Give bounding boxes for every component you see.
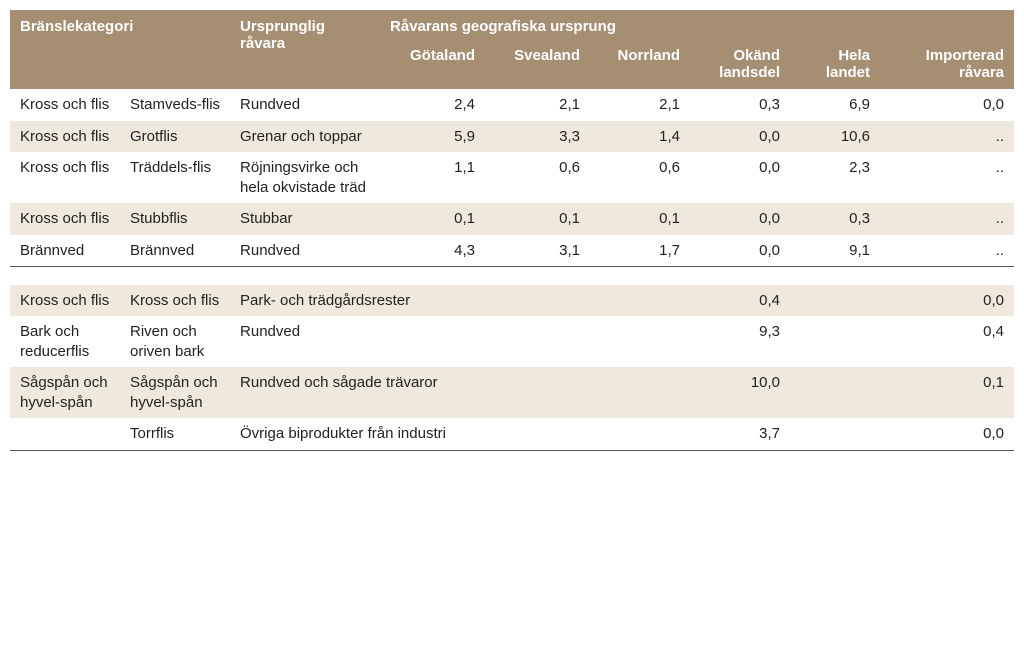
cell-hela bbox=[790, 285, 880, 317]
cell-råvara-wide: Rundved och sågade trävaror bbox=[230, 367, 690, 418]
cell-kategori-a: Kross och flis bbox=[10, 203, 120, 235]
table-body: Kross och flis Stamveds-flis Rundved 2,4… bbox=[10, 89, 1014, 450]
cell-råvara: Rundved bbox=[230, 89, 380, 121]
cell-svealand: 0,1 bbox=[485, 203, 590, 235]
cell-råvara: Rundved bbox=[230, 316, 380, 367]
cell-okänd: 0,4 bbox=[690, 285, 790, 317]
cell-hela: 10,6 bbox=[790, 121, 880, 153]
cell-råvara: Grenar och toppar bbox=[230, 121, 380, 153]
cell-okänd: 0,0 bbox=[690, 235, 790, 267]
cell-götaland bbox=[380, 316, 485, 367]
cell-hela: 9,1 bbox=[790, 235, 880, 267]
cell-okänd: 0,0 bbox=[690, 121, 790, 153]
cell-hela: 0,3 bbox=[790, 203, 880, 235]
table-row: Bark och reducerflis Riven och oriven ba… bbox=[10, 316, 1014, 367]
table-row: Kross och flis Kross och flis Park- och … bbox=[10, 285, 1014, 317]
cell-kategori-b: Grotflis bbox=[120, 121, 230, 153]
cell-götaland: 1,1 bbox=[380, 152, 485, 203]
cell-hela bbox=[790, 418, 880, 450]
cell-norrland: 0,1 bbox=[590, 203, 690, 235]
cell-götaland: 4,3 bbox=[380, 235, 485, 267]
cell-kategori-b: Kross och flis bbox=[120, 285, 230, 317]
cell-okänd: 0,3 bbox=[690, 89, 790, 121]
header-svealand: Svealand bbox=[485, 43, 590, 89]
cell-import: 0,0 bbox=[880, 89, 1014, 121]
cell-hela bbox=[790, 316, 880, 367]
cell-kategori-a: Brännved bbox=[10, 235, 120, 267]
table-row: Brännved Brännved Rundved 4,3 3,1 1,7 0,… bbox=[10, 235, 1014, 267]
cell-okänd: 0,0 bbox=[690, 203, 790, 235]
table-row: Sågspån och hyvel-spån Sågspån och hyvel… bbox=[10, 367, 1014, 418]
cell-svealand bbox=[485, 316, 590, 367]
cell-kategori-a: Kross och flis bbox=[10, 121, 120, 153]
cell-svealand: 3,1 bbox=[485, 235, 590, 267]
cell-svealand: 3,3 bbox=[485, 121, 590, 153]
cell-kategori-b: Riven och oriven bark bbox=[120, 316, 230, 367]
cell-okänd: 3,7 bbox=[690, 418, 790, 450]
cell-kategori-a: Kross och flis bbox=[10, 89, 120, 121]
table-header: Bränslekategori Ursprunglig råvara Råvar… bbox=[10, 10, 1014, 89]
header-ursprunglig-råvara: Ursprunglig råvara bbox=[230, 10, 380, 89]
cell-svealand: 0,6 bbox=[485, 152, 590, 203]
cell-kategori-a: Kross och flis bbox=[10, 152, 120, 203]
cell-import: 0,0 bbox=[880, 418, 1014, 450]
cell-svealand: 2,1 bbox=[485, 89, 590, 121]
table-row: Torrflis Övriga biprodukter från industr… bbox=[10, 418, 1014, 450]
cell-okänd: 10,0 bbox=[690, 367, 790, 418]
cell-hela: 6,9 bbox=[790, 89, 880, 121]
cell-okänd: 9,3 bbox=[690, 316, 790, 367]
cell-råvara-wide: Park- och trädgårdsrester bbox=[230, 285, 690, 317]
cell-norrland: 1,7 bbox=[590, 235, 690, 267]
cell-råvara: Rundved bbox=[230, 235, 380, 267]
cell-import: .. bbox=[880, 121, 1014, 153]
table-row: Kross och flis Träddels-flis Röjningsvir… bbox=[10, 152, 1014, 203]
cell-råvara-wide: Övriga biprodukter från industri bbox=[230, 418, 690, 450]
header-importerad-råvara: Importerad råvara bbox=[880, 43, 1014, 89]
cell-hela bbox=[790, 367, 880, 418]
header-norrland: Norrland bbox=[590, 43, 690, 89]
section-gap bbox=[10, 267, 1014, 285]
cell-kategori-b: Stubbflis bbox=[120, 203, 230, 235]
cell-råvara: Stubbar bbox=[230, 203, 380, 235]
cell-okänd: 0,0 bbox=[690, 152, 790, 203]
header-group-geografiskt-ursprung: Råvarans geografiska ursprung bbox=[380, 10, 1014, 43]
cell-kategori-a: Kross och flis bbox=[10, 285, 120, 317]
cell-import: 0,0 bbox=[880, 285, 1014, 317]
table-row: Kross och flis Stubbflis Stubbar 0,1 0,1… bbox=[10, 203, 1014, 235]
cell-import: .. bbox=[880, 235, 1014, 267]
cell-import: 0,4 bbox=[880, 316, 1014, 367]
header-hela-landet: Hela landet bbox=[790, 43, 880, 89]
cell-import: .. bbox=[880, 203, 1014, 235]
cell-hela: 2,3 bbox=[790, 152, 880, 203]
cell-norrland: 2,1 bbox=[590, 89, 690, 121]
cell-kategori-b: Stamveds-flis bbox=[120, 89, 230, 121]
table-row: Kross och flis Grotflis Grenar och toppa… bbox=[10, 121, 1014, 153]
fuel-origin-table: Bränslekategori Ursprunglig råvara Råvar… bbox=[10, 10, 1014, 451]
cell-norrland: 0,6 bbox=[590, 152, 690, 203]
table-row: Kross och flis Stamveds-flis Rundved 2,4… bbox=[10, 89, 1014, 121]
cell-import: 0,1 bbox=[880, 367, 1014, 418]
cell-götaland: 0,1 bbox=[380, 203, 485, 235]
cell-kategori-a: Bark och reducerflis bbox=[10, 316, 120, 367]
cell-kategori-b: Brännved bbox=[120, 235, 230, 267]
cell-götaland: 5,9 bbox=[380, 121, 485, 153]
cell-kategori-a bbox=[10, 418, 120, 450]
cell-kategori-b: Träddels-flis bbox=[120, 152, 230, 203]
cell-norrland: 1,4 bbox=[590, 121, 690, 153]
header-okänd-landsdel: Okänd landsdel bbox=[690, 43, 790, 89]
cell-götaland: 2,4 bbox=[380, 89, 485, 121]
cell-kategori-b: Sågspån och hyvel-spån bbox=[120, 367, 230, 418]
header-götaland: Götaland bbox=[380, 43, 485, 89]
cell-råvara: Röjningsvirke och hela okvistade träd bbox=[230, 152, 380, 203]
header-bränslekategori: Bränslekategori bbox=[10, 10, 230, 89]
cell-kategori-a: Sågspån och hyvel-spån bbox=[10, 367, 120, 418]
cell-import: .. bbox=[880, 152, 1014, 203]
cell-norrland bbox=[590, 316, 690, 367]
cell-kategori-b: Torrflis bbox=[120, 418, 230, 450]
